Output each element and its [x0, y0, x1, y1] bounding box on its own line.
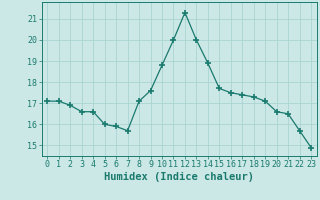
X-axis label: Humidex (Indice chaleur): Humidex (Indice chaleur): [104, 172, 254, 182]
